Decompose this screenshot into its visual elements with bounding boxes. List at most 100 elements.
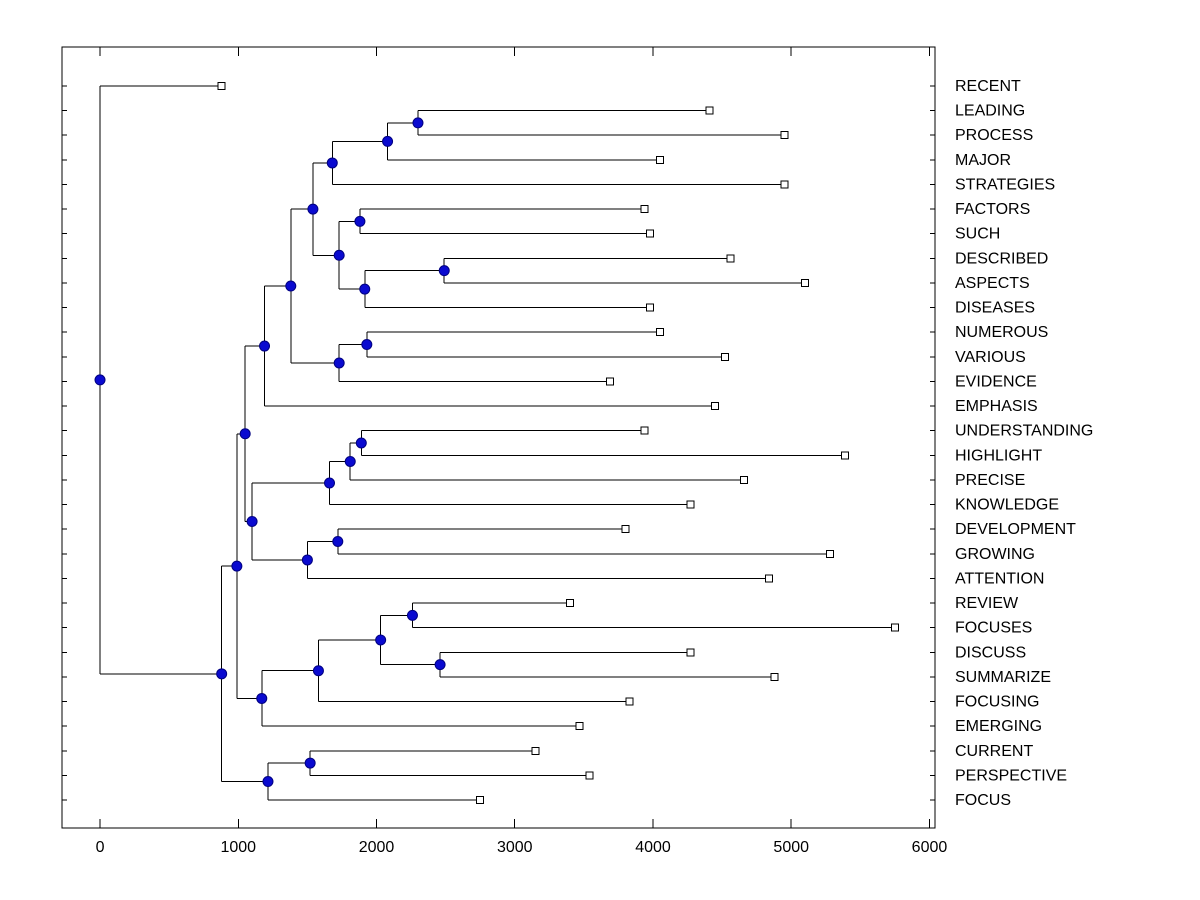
cluster-node-marker: [304, 757, 316, 769]
cluster-node-marker: [246, 515, 258, 527]
cluster-node-marker: [354, 215, 366, 227]
leaf-marker: [801, 278, 810, 287]
leaf-marker: [646, 229, 655, 238]
cluster-node-marker: [312, 665, 324, 677]
leaf-label: SUCH: [955, 226, 1000, 243]
leaf-marker: [606, 377, 615, 386]
cluster-node-marker: [434, 659, 446, 671]
cluster-node-marker: [333, 357, 345, 369]
leaf-label: STRATEGIES: [955, 176, 1055, 193]
leaf-marker: [705, 106, 714, 115]
leaf-label: SUMMARIZE: [955, 669, 1051, 686]
leaf-marker: [217, 82, 226, 90]
cluster-node-marker: [285, 280, 297, 292]
cluster-node-marker: [344, 455, 356, 467]
leaf-marker: [646, 303, 655, 312]
leaf-label: ATTENTION: [955, 570, 1044, 587]
leaf-label: PROCESS: [955, 127, 1033, 144]
leaf-label: LEADING: [955, 103, 1025, 120]
cluster-node-marker: [301, 554, 313, 566]
leaf-label: DISEASES: [955, 300, 1035, 317]
leaf-label: REVIEW: [955, 595, 1019, 612]
leaf-marker: [686, 500, 695, 509]
cluster-node-marker: [333, 249, 345, 261]
leaf-label: FOCUSES: [955, 620, 1032, 637]
leaf-marker: [841, 451, 850, 460]
leaf-label: ASPECTS: [955, 275, 1030, 292]
leaf-marker: [566, 599, 575, 608]
x-axis-tick-label: 4000: [635, 839, 671, 856]
cluster-node-marker: [94, 374, 106, 386]
cluster-node-marker: [239, 428, 251, 440]
leaf-label: KNOWLEDGE: [955, 497, 1059, 514]
cluster-node-marker: [332, 535, 344, 547]
leaf-label: EMERGING: [955, 718, 1042, 735]
leaf-label: HIGHLIGHT: [955, 447, 1042, 464]
leaf-marker: [890, 623, 899, 632]
leaf-label: PRECISE: [955, 472, 1025, 489]
x-axis-tick-label: 1000: [220, 839, 256, 856]
cluster-node-marker: [359, 283, 371, 295]
cluster-node-marker: [216, 668, 228, 680]
cluster-node-marker: [262, 776, 274, 788]
cluster-node-marker: [382, 135, 394, 147]
leaf-label: EVIDENCE: [955, 373, 1037, 390]
leaf-marker: [726, 254, 735, 263]
leaf-marker: [476, 796, 485, 804]
leaf-label: PERSPECTIVE: [955, 767, 1067, 784]
x-axis-tick-label: 3000: [497, 839, 533, 856]
leaf-label: NUMEROUS: [955, 324, 1048, 341]
leaf-marker: [640, 205, 649, 214]
leaf-marker: [621, 525, 630, 534]
leaf-marker: [720, 352, 729, 361]
leaf-marker: [780, 180, 789, 189]
leaf-label: FACTORS: [955, 201, 1030, 218]
leaf-label: EMPHASIS: [955, 398, 1038, 415]
leaf-marker: [740, 475, 749, 484]
cluster-node-marker: [355, 437, 367, 449]
cluster-node-marker: [326, 157, 338, 169]
x-axis-tick-label: 0: [96, 839, 105, 856]
leaf-marker: [655, 328, 664, 337]
cluster-node-marker: [361, 339, 373, 351]
cluster-node-marker: [406, 609, 418, 621]
leaf-label: VARIOUS: [955, 349, 1026, 366]
leaf-label: CURRENT: [955, 743, 1033, 760]
leaf-marker: [765, 574, 774, 583]
cluster-node-marker: [259, 340, 271, 352]
leaf-label: DEVELOPMENT: [955, 521, 1076, 538]
leaf-marker: [825, 549, 834, 558]
cluster-node-marker: [412, 117, 424, 129]
x-axis-tick-label: 5000: [773, 839, 809, 856]
leaf-label: GROWING: [955, 546, 1035, 563]
leaf-label: FOCUSING: [955, 694, 1039, 711]
leaf-label: DESCRIBED: [955, 250, 1048, 267]
leaf-marker: [625, 697, 634, 706]
leaf-label: FOCUS: [955, 792, 1011, 809]
leaf-marker: [770, 672, 779, 681]
leaf-marker: [575, 722, 584, 731]
cluster-node-marker: [307, 203, 319, 215]
leaf-marker: [655, 155, 664, 164]
leaf-label: UNDERSTANDING: [955, 423, 1093, 440]
leaf-label: RECENT: [955, 78, 1021, 95]
leaf-label: MAJOR: [955, 152, 1011, 169]
plot-box: [61, 46, 936, 829]
cluster-node-marker: [438, 265, 450, 277]
cluster-node-marker: [323, 477, 335, 489]
leaf-marker: [585, 771, 594, 780]
cluster-node-marker: [231, 560, 243, 572]
leaf-label: DISCUSS: [955, 644, 1026, 661]
leaf-marker: [780, 131, 789, 140]
cluster-node-marker: [256, 692, 268, 704]
x-axis-tick-label: 6000: [912, 839, 948, 856]
leaf-marker: [531, 746, 540, 755]
x-axis-tick-label: 2000: [359, 839, 395, 856]
cluster-node-marker: [375, 634, 387, 646]
leaf-marker: [640, 426, 649, 435]
leaf-marker: [686, 648, 695, 657]
leaf-marker: [711, 402, 720, 411]
